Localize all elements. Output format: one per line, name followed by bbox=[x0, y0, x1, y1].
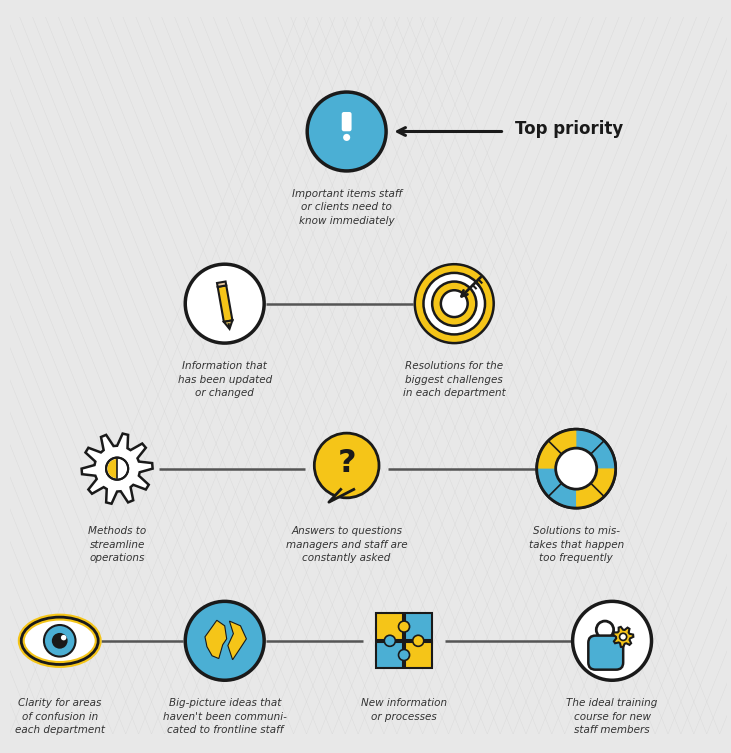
Circle shape bbox=[414, 264, 493, 343]
Circle shape bbox=[620, 633, 626, 640]
Circle shape bbox=[432, 282, 477, 326]
Circle shape bbox=[596, 621, 613, 639]
Polygon shape bbox=[205, 620, 227, 659]
Circle shape bbox=[441, 290, 468, 317]
Polygon shape bbox=[224, 320, 232, 329]
Text: Resolutions for the
biggest challenges
in each department: Resolutions for the biggest challenges i… bbox=[403, 361, 506, 398]
Text: Information that
has been updated
or changed: Information that has been updated or cha… bbox=[178, 361, 272, 398]
Circle shape bbox=[398, 650, 409, 660]
Wedge shape bbox=[107, 459, 117, 478]
FancyBboxPatch shape bbox=[588, 636, 624, 669]
FancyBboxPatch shape bbox=[376, 613, 404, 640]
FancyBboxPatch shape bbox=[341, 112, 352, 131]
Wedge shape bbox=[537, 430, 576, 468]
Text: Solutions to mis-
takes that happen
too frequently: Solutions to mis- takes that happen too … bbox=[529, 526, 624, 563]
Text: Big-picture ideas that
haven't been communi-
cated to frontline staff: Big-picture ideas that haven't been comm… bbox=[163, 698, 287, 736]
Circle shape bbox=[572, 602, 651, 680]
Text: Methods to
streamline
operations: Methods to streamline operations bbox=[88, 526, 146, 563]
Polygon shape bbox=[82, 434, 153, 504]
Circle shape bbox=[61, 635, 67, 640]
Polygon shape bbox=[218, 285, 232, 322]
Circle shape bbox=[537, 429, 616, 508]
Polygon shape bbox=[228, 621, 246, 660]
Wedge shape bbox=[537, 468, 576, 508]
Circle shape bbox=[314, 433, 379, 498]
Ellipse shape bbox=[21, 617, 98, 664]
FancyBboxPatch shape bbox=[405, 613, 431, 640]
Wedge shape bbox=[117, 459, 127, 478]
Circle shape bbox=[385, 636, 395, 646]
Text: New information
or processes: New information or processes bbox=[361, 698, 447, 722]
Text: Answers to questions
managers and staff are
constantly asked: Answers to questions managers and staff … bbox=[286, 526, 407, 563]
Circle shape bbox=[106, 458, 128, 480]
Circle shape bbox=[52, 633, 67, 648]
Text: Important items staff
or clients need to
know immediately: Important items staff or clients need to… bbox=[292, 189, 402, 226]
Polygon shape bbox=[613, 626, 633, 647]
FancyBboxPatch shape bbox=[376, 642, 404, 669]
Text: Clarity for areas
of confusion in
each department: Clarity for areas of confusion in each d… bbox=[15, 698, 105, 736]
Circle shape bbox=[185, 264, 264, 343]
Circle shape bbox=[185, 602, 264, 680]
Circle shape bbox=[413, 636, 424, 646]
FancyBboxPatch shape bbox=[405, 642, 431, 669]
Circle shape bbox=[343, 134, 350, 141]
Circle shape bbox=[307, 92, 386, 171]
Circle shape bbox=[423, 273, 485, 334]
Circle shape bbox=[44, 625, 75, 657]
Polygon shape bbox=[217, 282, 226, 287]
Polygon shape bbox=[329, 489, 354, 502]
Text: ?: ? bbox=[337, 448, 356, 480]
Text: Top priority: Top priority bbox=[515, 120, 624, 139]
Circle shape bbox=[556, 448, 596, 489]
Circle shape bbox=[398, 621, 409, 632]
Wedge shape bbox=[576, 430, 615, 468]
Wedge shape bbox=[576, 468, 615, 508]
Text: The ideal training
course for new
staff members: The ideal training course for new staff … bbox=[567, 698, 658, 736]
